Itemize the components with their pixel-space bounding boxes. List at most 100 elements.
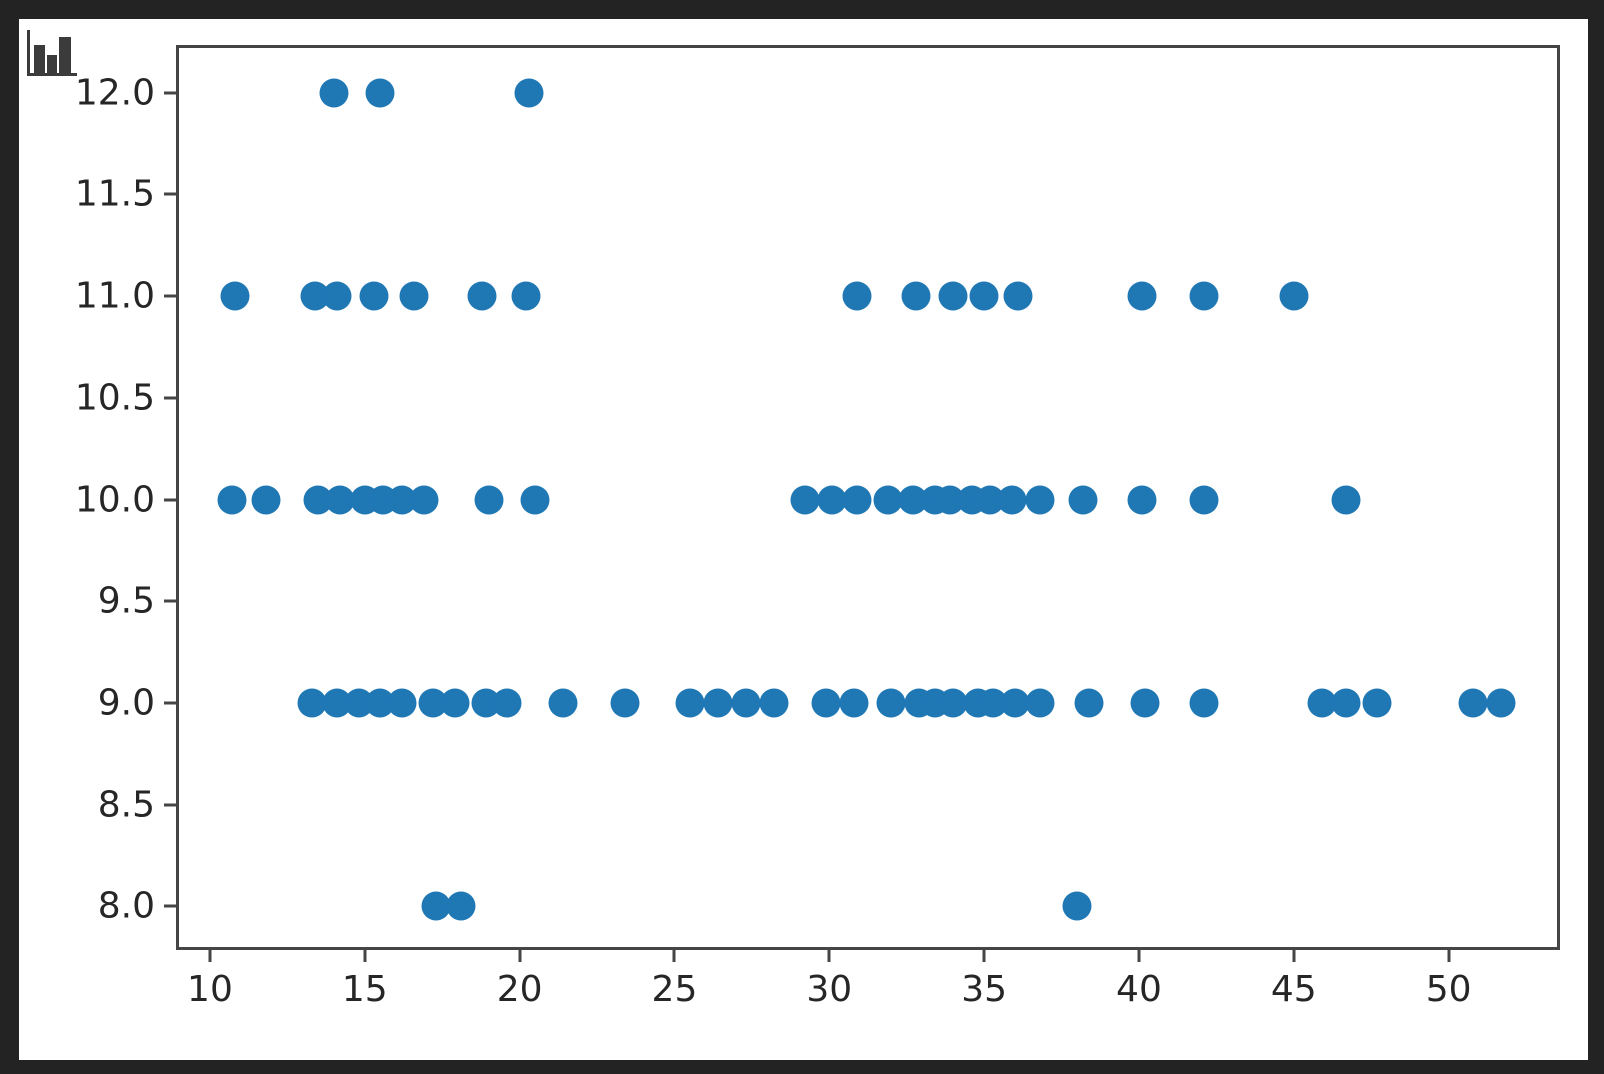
y-tick-mark: [164, 599, 179, 603]
x-tick-mark: [1447, 947, 1451, 962]
y-tick-label: 11.0: [74, 275, 155, 317]
scatter-point: [297, 688, 327, 718]
scatter-point: [220, 281, 250, 311]
x-tick-mark: [1292, 947, 1296, 962]
y-tick-label: 10.0: [74, 479, 155, 521]
scatter-point: [1074, 688, 1104, 718]
scatter-point: [251, 485, 281, 515]
scatter-point: [997, 485, 1027, 515]
scatter-point: [1189, 485, 1219, 515]
x-tick-mark: [518, 947, 522, 962]
bar-chart-icon: [27, 30, 77, 76]
y-tick-mark: [164, 396, 179, 400]
scatter-point: [901, 281, 931, 311]
scatter-point: [217, 485, 247, 515]
scatter-point: [1130, 688, 1160, 718]
x-tick-label: 25: [651, 969, 698, 1010]
scatter-point: [876, 688, 906, 718]
scatter-point: [842, 281, 872, 311]
y-tick-label: 10.5: [74, 377, 155, 419]
scatter-point: [1068, 485, 1098, 515]
x-tick-mark: [982, 947, 986, 962]
scatter-point: [399, 281, 429, 311]
scatter-point: [1062, 891, 1092, 921]
x-tick-label: 20: [496, 969, 543, 1010]
y-tick-mark: [164, 904, 179, 908]
scatter-point: [514, 78, 544, 108]
y-tick-label: 9.0: [97, 682, 155, 724]
x-tick-mark: [363, 947, 367, 962]
scatter-point: [1003, 281, 1033, 311]
scatter-point: [1331, 485, 1361, 515]
scatter-point: [1127, 485, 1157, 515]
figure-canvas: 10 15 20 25 30 35 40 45 50 8.0 8.5 9.0 9.5 10.0 10.5 1…: [19, 19, 1588, 1060]
y-tick-mark: [164, 803, 179, 807]
scatter-point: [675, 688, 705, 718]
scatter-point: [1189, 281, 1219, 311]
scatter-point: [703, 688, 733, 718]
scatter-points-layer: [179, 48, 1557, 947]
scatter-point: [1189, 688, 1219, 718]
y-tick-mark: [164, 498, 179, 502]
scatter-point: [1486, 688, 1516, 718]
x-tick-label: 15: [341, 969, 388, 1010]
x-tick-label: 30: [806, 969, 853, 1010]
scatter-point: [811, 688, 841, 718]
scatter-point: [325, 485, 355, 515]
x-tick-mark: [827, 947, 831, 962]
y-tick-mark: [164, 91, 179, 95]
scatter-point: [1307, 688, 1337, 718]
scatter-point: [938, 688, 968, 718]
scatter-point: [322, 281, 352, 311]
scatter-point: [610, 688, 640, 718]
scatter-point: [319, 78, 349, 108]
x-tick-mark: [208, 947, 212, 962]
scatter-point: [511, 281, 541, 311]
scatter-point: [842, 485, 872, 515]
y-tick-label: 8.0: [97, 885, 155, 927]
scatter-point: [387, 688, 417, 718]
x-tick-label: 45: [1270, 969, 1317, 1010]
scatter-point: [817, 485, 847, 515]
scatter-point: [440, 688, 470, 718]
scatter-point: [969, 281, 999, 311]
x-tick-label: 10: [187, 969, 233, 1010]
scatter-point: [1362, 688, 1392, 718]
scatter-point: [873, 485, 903, 515]
bar-chart-icon-shapes: [27, 30, 77, 76]
scatter-point: [731, 688, 761, 718]
x-tick-label: 35: [961, 969, 1008, 1010]
scatter-point: [446, 891, 476, 921]
scatter-point: [548, 688, 578, 718]
plot-area: 10 15 20 25 30 35 40 45 50 8.0 8.5 9.0 9.5 10.0 10.5 1…: [75, 45, 1560, 1010]
scatter-point: [467, 281, 497, 311]
x-tick-label: 50: [1425, 969, 1472, 1010]
y-tick-label: 8.5: [97, 784, 155, 826]
x-tick-mark: [672, 947, 676, 962]
scatter-point: [1127, 281, 1157, 311]
scatter-point: [474, 485, 504, 515]
scatter-point: [1025, 485, 1055, 515]
scatter-point: [1000, 688, 1030, 718]
y-tick-label: 11.5: [74, 173, 155, 215]
scatter-point: [365, 78, 395, 108]
x-tick-label: 40: [1116, 969, 1162, 1010]
scatter-point: [409, 485, 439, 515]
scatter-point: [759, 688, 789, 718]
x-tick-mark: [1137, 947, 1141, 962]
scatter-point: [1279, 281, 1309, 311]
y-axis-ticks: 8.0 8.5 9.0 9.5 10.0 10.5 11.0 11.5 12.0: [75, 48, 1557, 947]
scatter-point: [938, 281, 968, 311]
y-tick-mark: [164, 294, 179, 298]
scatter-point: [1025, 688, 1055, 718]
scatter-point: [839, 688, 869, 718]
scatter-point: [1458, 688, 1488, 718]
y-tick-mark: [164, 701, 179, 705]
scatter-point: [421, 891, 451, 921]
y-tick-label: 12.0: [74, 72, 155, 114]
scatter-point: [1331, 688, 1361, 718]
scatter-point: [492, 688, 522, 718]
y-tick-mark: [164, 192, 179, 196]
scatter-point: [520, 485, 550, 515]
